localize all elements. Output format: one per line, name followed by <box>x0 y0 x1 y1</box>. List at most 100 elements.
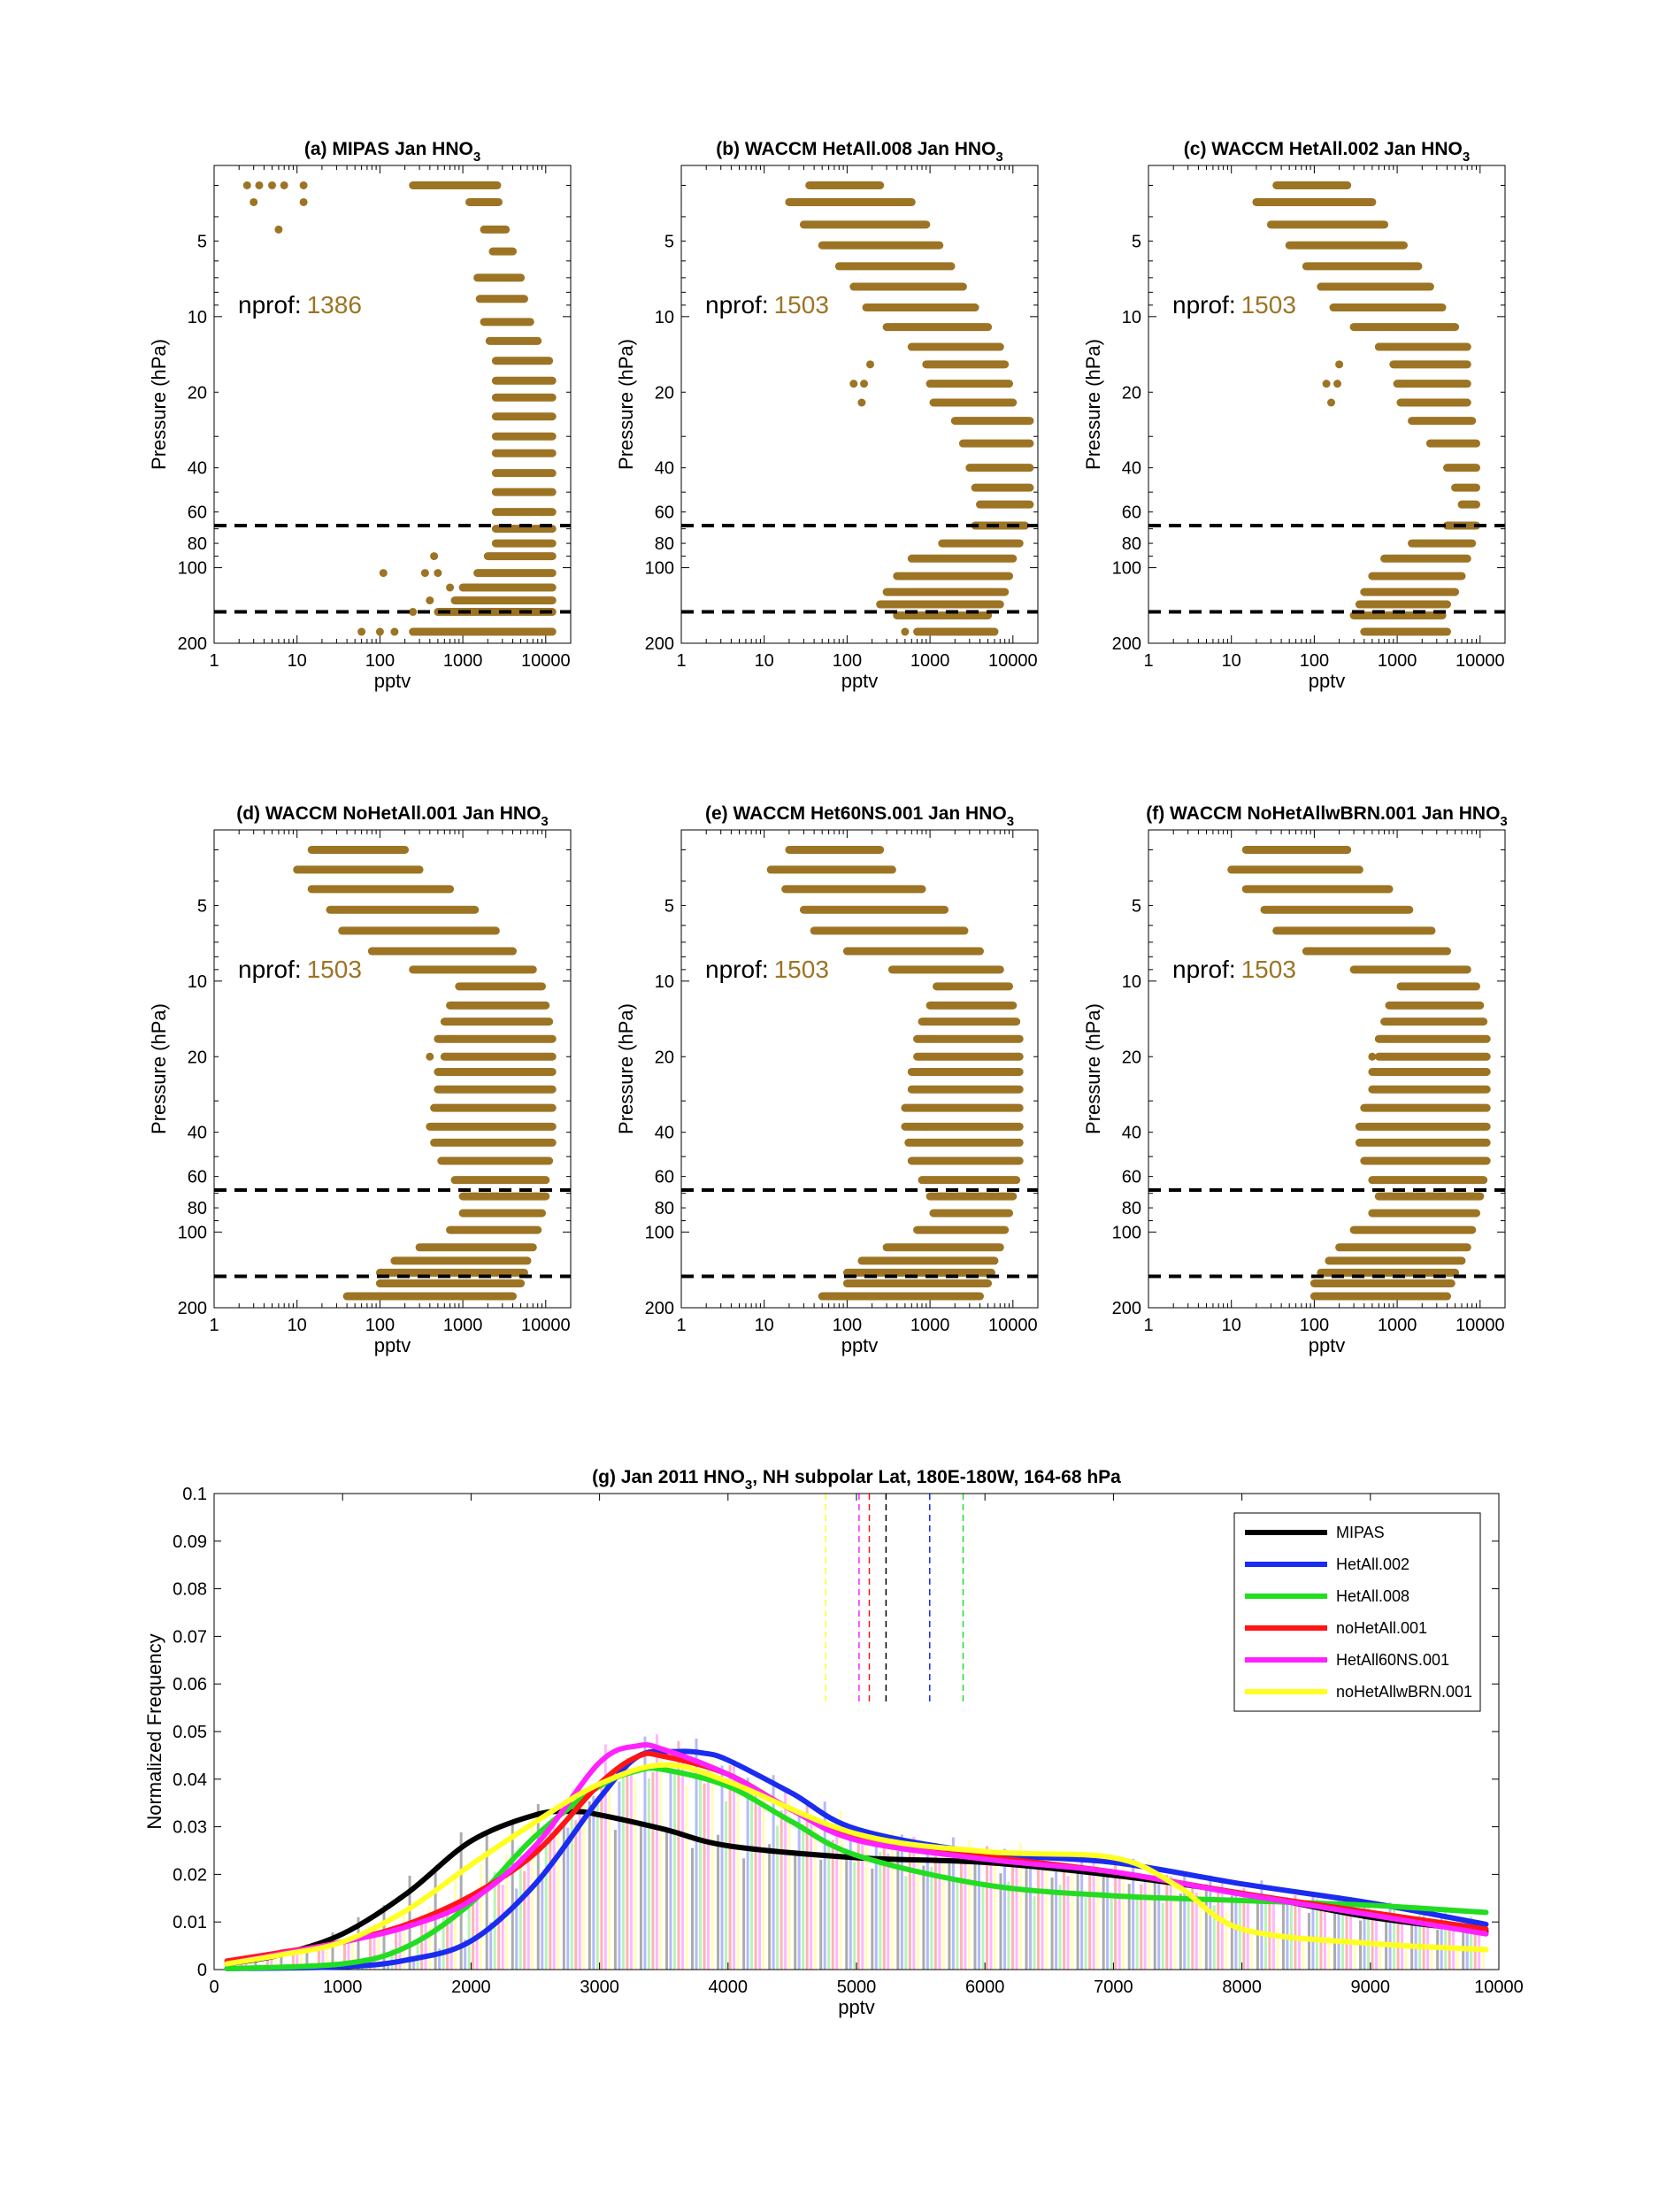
data-point <box>426 596 434 605</box>
histogram-bar <box>900 1834 903 1970</box>
nprof-value: 1386 <box>307 291 362 319</box>
histogram-bar <box>562 1824 565 1970</box>
histogram-bar <box>1002 1848 1006 1970</box>
histogram-bar <box>959 1862 963 1970</box>
x-axis-label: pptv <box>838 1996 875 2018</box>
histogram-bar <box>1018 1843 1022 1970</box>
histogram-bar <box>1148 1860 1151 1970</box>
y-tick-label: 60 <box>655 503 674 523</box>
histogram-bar <box>647 1778 650 1970</box>
histogram-bar <box>449 1916 453 1970</box>
x-tick-label: 1000 <box>443 1316 483 1335</box>
histogram-bar <box>831 1839 834 1970</box>
y-tick-label: 0.05 <box>173 1723 207 1742</box>
histogram-bar <box>938 1861 941 1970</box>
y-tick-label: 60 <box>655 1168 674 1187</box>
histogram-bar <box>1199 1891 1202 1970</box>
histogram-bar <box>1025 1858 1028 1970</box>
series-line <box>224 1762 1489 1967</box>
data-point <box>430 552 439 561</box>
y-tick-label: 10 <box>655 308 674 327</box>
histogram-bar <box>794 1854 797 1970</box>
data-point <box>1322 380 1331 388</box>
data-points <box>242 180 557 636</box>
histogram-bar <box>1315 1898 1318 1970</box>
histogram-bar <box>1071 1855 1074 1970</box>
histogram-bar <box>1015 1866 1018 1970</box>
histogram-bar <box>254 1958 257 1970</box>
x-tick-label: 10 <box>1222 651 1241 671</box>
histogram-bar <box>373 1937 376 1970</box>
y-tick-label: 5 <box>664 232 674 251</box>
panel-title: (b) WACCM HetAll.008 Jan HNO3 <box>716 139 1003 165</box>
histogram-bar <box>1037 1859 1041 1970</box>
histogram-bar <box>1127 1884 1131 1970</box>
histogram-bar <box>428 1906 432 1970</box>
nprof-value: 1503 <box>774 291 829 319</box>
y-tick-label: 200 <box>178 634 207 654</box>
histogram-bar <box>1165 1875 1169 1970</box>
histogram-bar <box>1220 1882 1224 1970</box>
x-tick-label: 3000 <box>580 1978 619 1997</box>
histogram-bar <box>853 1862 856 1970</box>
histogram-bar <box>1007 1881 1010 1970</box>
data-point <box>849 380 858 388</box>
histogram-bar <box>518 1849 522 1970</box>
histogram-bar <box>948 1861 951 1970</box>
histogram-bar <box>454 1878 457 1970</box>
legend-label: HetAll.002 <box>1336 1555 1409 1573</box>
histogram-bar <box>664 1828 668 1970</box>
y-tick-label: 5 <box>197 232 207 251</box>
x-tick-label: 7000 <box>1094 1978 1133 1997</box>
histogram-bar <box>608 1790 611 1970</box>
data-point <box>922 1018 931 1026</box>
histogram-bar <box>1063 1863 1066 1970</box>
histogram-bar <box>523 1870 526 1970</box>
histogram-bar <box>784 1789 787 1970</box>
y-tick-label: 20 <box>655 383 674 403</box>
histogram-bar <box>592 1795 595 1970</box>
data-point <box>274 225 283 234</box>
histogram-bar <box>1230 1895 1233 1970</box>
x-tick-label: 10000 <box>988 651 1038 671</box>
panel-f: (f) WACCM NoHetAllwBRN.001 Jan HNO3 1 10 10… <box>1082 803 1508 1356</box>
y-tick-label: 0.07 <box>173 1627 207 1647</box>
y-tick-label: 100 <box>178 1224 207 1243</box>
histogram-bar <box>956 1880 959 1970</box>
histogram-bar <box>685 1785 688 1970</box>
histogram-bar <box>1153 1875 1156 1970</box>
data-point <box>375 627 384 636</box>
histogram-bar <box>485 1834 488 1970</box>
histogram-bar <box>347 1939 350 1970</box>
histogram-bar <box>621 1761 625 1970</box>
histogram-bar <box>835 1826 839 1970</box>
data-point <box>379 569 388 578</box>
y-tick-label: 100 <box>645 1224 674 1243</box>
x-tick-label: 10 <box>755 651 774 671</box>
histogram-bar <box>1250 1931 1254 1970</box>
histogram-bar <box>501 1885 504 1970</box>
data-point <box>242 180 251 189</box>
x-tick-label: 100 <box>833 651 862 671</box>
x-tick-label: 1 <box>209 651 219 671</box>
histogram-bar <box>908 1847 911 1970</box>
x-axis-label: pptv <box>374 670 411 692</box>
histogram-bar <box>750 1785 754 1970</box>
histogram-bar <box>1430 1947 1433 1970</box>
data-points <box>1227 845 1491 1301</box>
data-points <box>293 845 557 1301</box>
histogram-bar <box>1349 1905 1353 1970</box>
histogram-bar <box>1276 1929 1279 1970</box>
x-tick-label: 10 <box>288 1316 307 1335</box>
x-tick-label: 10000 <box>1455 651 1505 671</box>
histogram-bar <box>904 1876 908 1970</box>
y-tick-label: 0.1 <box>182 1485 207 1504</box>
histogram-bar <box>1102 1874 1105 1970</box>
histogram-bar <box>758 1804 762 1970</box>
panel-title-subscript: 3 <box>1500 814 1507 829</box>
x-tick-label: 100 <box>365 651 395 671</box>
data-point <box>1368 1052 1377 1061</box>
histogram-bar <box>710 1757 714 1970</box>
histogram-bar <box>725 1801 728 1970</box>
y-tick-label: 80 <box>188 534 207 554</box>
